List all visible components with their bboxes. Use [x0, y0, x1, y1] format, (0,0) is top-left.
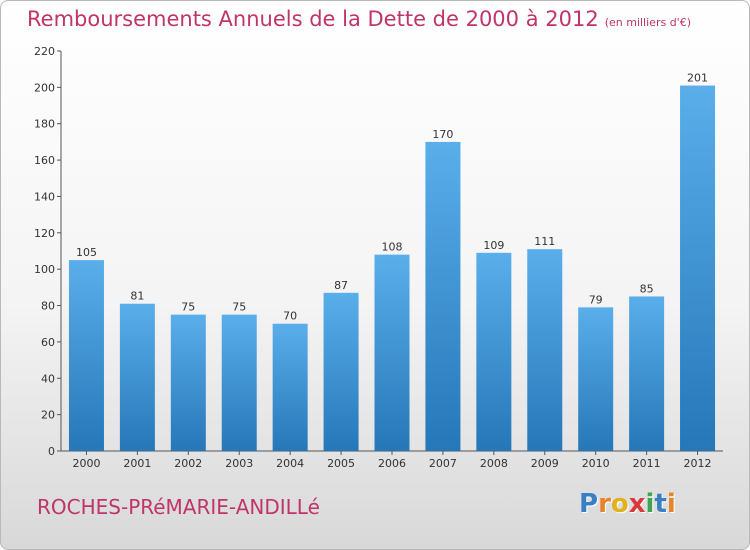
x-tick-label: 2005	[327, 457, 355, 470]
y-tick-label: 180	[34, 118, 55, 131]
bar	[680, 85, 716, 451]
y-tick-label: 120	[34, 227, 55, 240]
x-tick-label: 2011	[633, 457, 661, 470]
data-label: 75	[232, 301, 246, 314]
data-label: 170	[432, 128, 453, 141]
data-label: 109	[483, 239, 504, 252]
bars	[68, 85, 716, 451]
y-tick-label: 0	[48, 445, 55, 458]
logo-letter: i	[666, 489, 676, 519]
x-tick-label: 2003	[225, 457, 253, 470]
x-tick-label: 2004	[276, 457, 304, 470]
logo-letter: o	[610, 489, 629, 519]
bar	[476, 252, 512, 451]
bar	[527, 249, 563, 451]
data-label: 85	[640, 282, 654, 295]
bar	[272, 323, 308, 451]
x-tick-label: 2008	[480, 457, 508, 470]
bar	[578, 307, 614, 451]
bar	[629, 296, 665, 451]
data-label: 201	[687, 72, 708, 85]
bar	[170, 314, 206, 451]
y-tick-label: 100	[34, 263, 55, 276]
x-tick-label: 2002	[174, 457, 202, 470]
bar	[425, 141, 461, 451]
x-tick-label: 2010	[582, 457, 610, 470]
data-label: 75	[181, 301, 195, 314]
y-tick-label: 40	[41, 372, 55, 385]
x-tick-label: 2007	[429, 457, 457, 470]
y-tick-label: 140	[34, 190, 55, 203]
data-label: 105	[76, 246, 97, 259]
x-tick-label: 2001	[123, 457, 151, 470]
axes: 0 20 40 60 80 100 120 140 160 180 200 220 2000 2001 20…	[34, 45, 723, 470]
data-labels: 105 81 75 75 70 87 108 170 109 111 79 85 201	[76, 72, 708, 323]
bar	[374, 254, 410, 451]
commune-name: ROCHES-PRéMARIE-ANDILLé	[37, 495, 320, 519]
y-tick-label: 160	[34, 154, 55, 167]
x-tick-label: 2006	[378, 457, 406, 470]
x-tick-label: 2009	[531, 457, 559, 470]
logo-letter: x	[628, 489, 646, 519]
logo-letter: P	[579, 489, 599, 519]
bar	[323, 292, 359, 451]
data-label: 81	[130, 290, 144, 303]
chart-unit: (en milliers d'€)	[604, 16, 691, 29]
logo-letter: t	[654, 489, 667, 519]
bar	[221, 314, 257, 451]
y-tick-label: 80	[41, 300, 55, 313]
bar	[119, 303, 155, 451]
data-label: 111	[534, 235, 555, 248]
logo-letter: r	[598, 489, 611, 519]
x-tick-label: 2012	[684, 457, 712, 470]
data-label: 70	[283, 310, 297, 323]
y-tick-label: 200	[34, 81, 55, 94]
x-tick-label: 2000	[72, 457, 100, 470]
proxiti-logo: Proxiti	[579, 489, 676, 519]
chart-title: Remboursements Annuels de la Dette de 20…	[27, 7, 691, 31]
y-tick-label: 60	[41, 336, 55, 349]
logo-letter: i	[645, 489, 655, 519]
chart-title-text: Remboursements Annuels de la Dette de 20…	[27, 7, 599, 31]
data-label: 87	[334, 279, 348, 292]
y-tick-label: 20	[41, 409, 55, 422]
bar	[68, 260, 104, 451]
data-label: 79	[589, 293, 603, 306]
y-tick-label: 220	[34, 45, 55, 58]
data-label: 108	[382, 241, 403, 254]
